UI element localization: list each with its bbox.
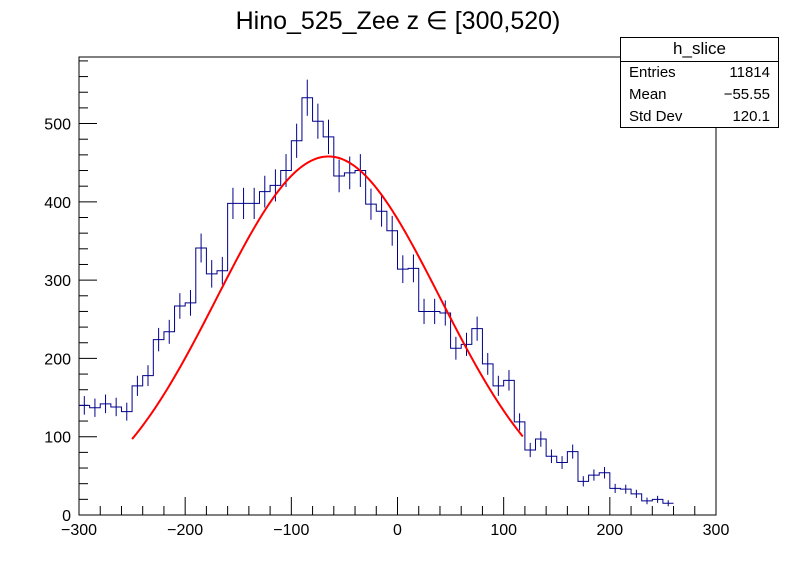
- histogram-step-line: [79, 97, 674, 504]
- y-tick-label: 200: [44, 351, 71, 368]
- stats-entries-row: Entries 11814: [621, 62, 778, 84]
- stats-stddev-label: Std Dev: [629, 108, 683, 125]
- x-axis: −300 −200 −100 0 100 200 300: [61, 497, 729, 539]
- stats-mean-value: −55.55: [723, 86, 770, 103]
- stats-mean-label: Mean: [629, 86, 667, 103]
- x-tick-label: 100: [490, 522, 517, 539]
- stats-entries-label: Entries: [629, 64, 676, 81]
- x-tick-label: −200: [167, 522, 203, 539]
- y-axis: 0 100 200 300 400 500: [44, 60, 97, 525]
- stats-box: h_slice Entries 11814 Mean −55.55 Std De…: [620, 37, 779, 128]
- stats-stddev-value: 120.1: [732, 108, 770, 125]
- histogram-series: [79, 79, 674, 507]
- stats-entries-value: 11814: [729, 64, 770, 81]
- x-tick-label: −300: [61, 522, 97, 539]
- y-tick-label: 500: [44, 117, 71, 134]
- stats-box-title: h_slice: [621, 38, 778, 62]
- x-tick-label: 200: [596, 522, 623, 539]
- x-tick-label: 0: [393, 522, 402, 539]
- y-tick-label: 100: [44, 430, 71, 447]
- y-tick-label: 300: [44, 273, 71, 290]
- stats-stddev-row: Std Dev 120.1: [621, 106, 778, 128]
- chart-title: Hino_525_Zee z ∈ [300,520): [235, 7, 561, 35]
- stats-mean-row: Mean −55.55: [621, 84, 778, 106]
- fit-curve-group: [131, 155, 524, 440]
- x-tick-label: −100: [273, 522, 309, 539]
- gaussian-fit-curve: [131, 155, 524, 440]
- y-tick-label: 400: [44, 195, 71, 212]
- x-tick-label: 300: [703, 522, 730, 539]
- y-tick-label: 0: [62, 508, 71, 525]
